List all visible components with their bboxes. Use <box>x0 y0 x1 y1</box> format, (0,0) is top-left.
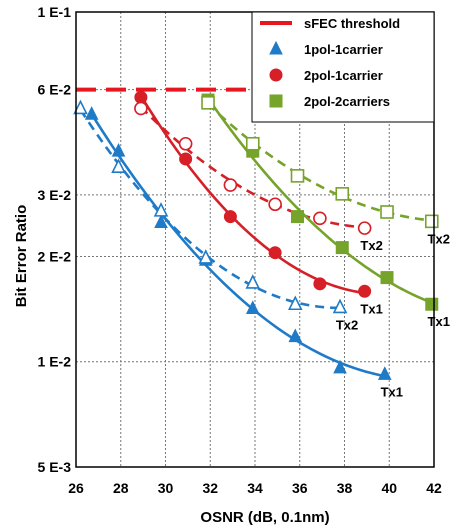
data-point-square <box>291 210 305 224</box>
data-point-circle <box>223 210 237 224</box>
data-point-circle <box>223 178 238 192</box>
legend-label: sFEC threshold <box>304 16 400 31</box>
legend-swatch-square <box>269 94 283 108</box>
fit-curve <box>139 106 365 229</box>
data-point-triangle <box>288 328 303 343</box>
legend-label: 1pol-1carrier <box>304 42 383 57</box>
data-point-triangle <box>333 359 347 374</box>
fit-curve <box>90 113 386 378</box>
x-tick-label: 28 <box>113 480 129 496</box>
data-point-triangle <box>154 214 168 229</box>
y-axis-title: Bit Error Ratio <box>13 205 30 308</box>
legend: sFEC threshold 1pol-1carrier 2pol-1carrier… <box>251 11 435 123</box>
fit-curve <box>139 95 365 295</box>
series-label-tx2: Tx2 <box>428 231 450 246</box>
data-point-circle <box>134 90 148 104</box>
y-tick-label: 3 E-2 <box>38 187 72 203</box>
data-point-circle <box>179 152 193 166</box>
data-point-triangle <box>73 99 88 115</box>
data-point-circle <box>313 211 327 226</box>
data-point-circle <box>313 277 327 291</box>
x-tick-label: 38 <box>337 480 353 496</box>
x-axis-title: OSNR (dB, 0.1nm) <box>200 509 329 526</box>
x-tick-label: 34 <box>247 480 263 496</box>
data-point-circle <box>357 221 372 235</box>
data-point-circle <box>134 101 148 116</box>
series-label-tx2: Tx2 <box>336 317 358 332</box>
y-tick-label: 1 E-2 <box>38 354 72 370</box>
x-tick-label: 30 <box>158 480 174 496</box>
x-tick-label: 36 <box>292 480 308 496</box>
data-point-square <box>290 169 305 183</box>
y-tick-label: 2 E-2 <box>38 248 72 264</box>
data-point-square <box>335 187 350 201</box>
y-tick-label: 5 E-3 <box>38 459 72 475</box>
data-point-circle <box>178 136 193 151</box>
data-point-triangle <box>153 202 169 217</box>
data-point-square <box>245 136 260 151</box>
data-point-circle <box>268 246 282 260</box>
legend-label: 2pol-1carrier <box>304 68 383 83</box>
data-point-triangle <box>111 143 126 157</box>
series-label-tx1: Tx1 <box>428 314 450 329</box>
tick-labels: 26 28 30 32 34 36 38 40 42 1 E-1 6 E-2 3 E-2 2 E-2 1 … <box>38 4 442 496</box>
y-tick-label: 1 E-1 <box>38 4 72 20</box>
fit-curve <box>206 97 433 304</box>
series-label-tx1: Tx1 <box>381 384 403 399</box>
data-point-triangle <box>332 298 348 314</box>
x-tick-label: 26 <box>68 480 84 496</box>
data-point-triangle <box>245 274 261 289</box>
x-tick-label: 32 <box>202 480 218 496</box>
data-point-triangle <box>287 295 303 311</box>
data-point-triangle <box>198 249 214 264</box>
data-point-square <box>380 205 394 219</box>
data-point-square <box>201 96 215 110</box>
x-tick-label: 40 <box>381 480 397 496</box>
data-point-square <box>335 241 349 255</box>
data-point-triangle <box>377 366 392 380</box>
data-point-triangle <box>84 106 99 120</box>
data-point-triangle <box>111 158 126 173</box>
data-point-triangle <box>245 300 260 314</box>
x-tick-label: 42 <box>426 480 442 496</box>
data-point-circle <box>358 284 372 298</box>
data-point-square <box>424 214 439 229</box>
legend-swatch-circle <box>269 68 283 82</box>
data-point-square <box>380 271 394 285</box>
series-label-tx2: Tx2 <box>360 238 382 253</box>
y-tick-label: 6 E-2 <box>38 82 72 98</box>
fit-curve <box>207 103 432 222</box>
data-markers <box>73 90 439 380</box>
series-label-tx1: Tx1 <box>360 301 382 316</box>
data-point-circle <box>268 197 282 212</box>
data-point-square <box>425 297 439 311</box>
legend-swatch-triangle <box>269 40 283 55</box>
legend-label: 2pol-2carriers <box>304 94 390 109</box>
